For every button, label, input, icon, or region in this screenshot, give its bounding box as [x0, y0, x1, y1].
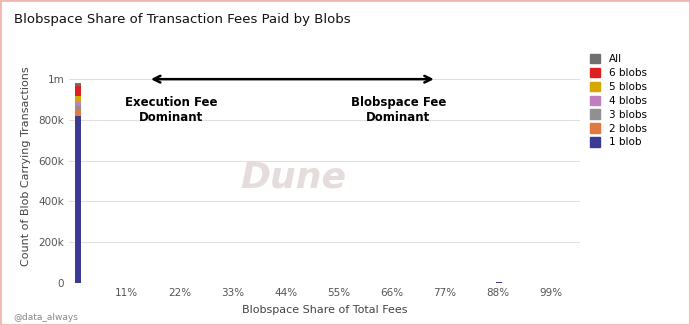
Text: Dune: Dune [241, 161, 346, 194]
Bar [75, 83, 81, 86]
Text: Blobspace Share of Transaction Fees Paid by Blobs: Blobspace Share of Transaction Fees Paid… [14, 13, 351, 26]
X-axis label: Blobspace Share of Total Fees: Blobspace Share of Total Fees [241, 305, 407, 315]
Bar [75, 106, 81, 110]
Text: Execution Fee
Dominant: Execution Fee Dominant [125, 96, 217, 124]
Text: @data_always: @data_always [14, 313, 79, 322]
Bar [75, 110, 81, 116]
Bar [75, 86, 81, 97]
Y-axis label: Count of Blob Carrying Transactions: Count of Blob Carrying Transactions [21, 66, 32, 266]
Text: Blobspace Fee
Dominant: Blobspace Fee Dominant [351, 96, 446, 124]
Bar [496, 282, 502, 283]
Bar [75, 97, 81, 102]
Legend: All, 6 blobs, 5 blobs, 4 blobs, 3 blobs, 2 blobs, 1 blob: All, 6 blobs, 5 blobs, 4 blobs, 3 blobs,… [590, 54, 647, 148]
Bar [75, 102, 81, 106]
Bar [75, 116, 81, 283]
